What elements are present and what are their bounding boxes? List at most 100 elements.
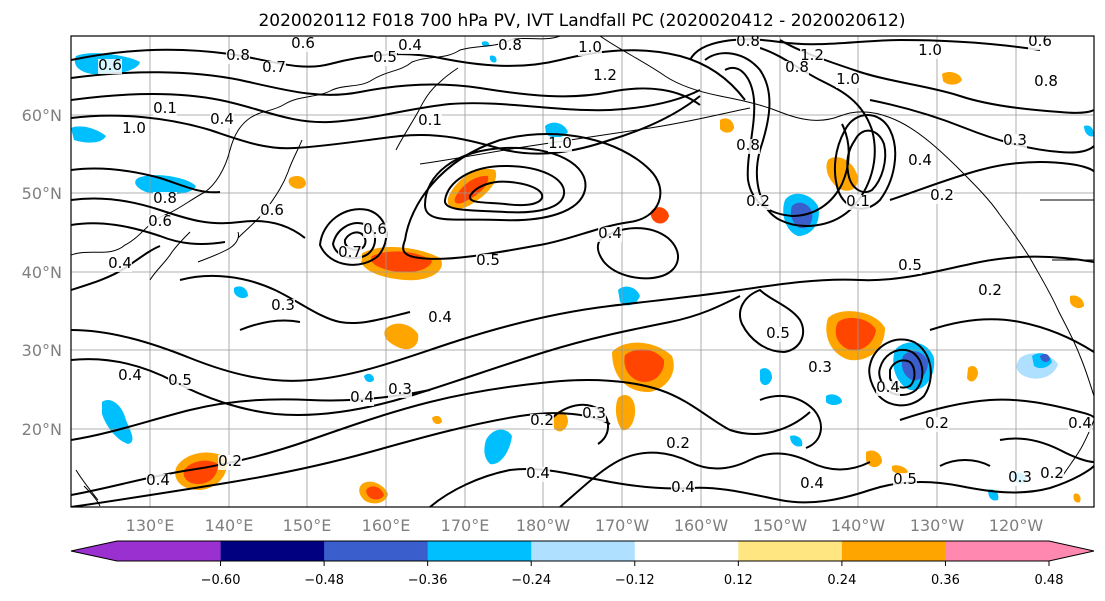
- contour-label-bg: [476, 254, 500, 269]
- lon-label-170w: 170°W: [595, 516, 650, 535]
- contour-label: 0.5: [893, 470, 917, 488]
- contour-label-bg: [1040, 467, 1064, 482]
- contour-label: 0.5: [898, 256, 922, 274]
- colorbar-tick-label: −0.48: [304, 573, 344, 588]
- contour-label-bg: [876, 381, 900, 396]
- contour-label: 0.3: [582, 404, 606, 422]
- pv-contour: [889, 161, 1094, 201]
- positive-anomaly: [384, 323, 419, 350]
- positive-anomaly: [720, 118, 734, 133]
- contour-label: 0.6: [363, 220, 387, 238]
- colorbar-tick-label: −0.36: [408, 573, 448, 588]
- contour-label: 0.3: [271, 296, 295, 314]
- colorbar-segment: [220, 541, 325, 561]
- contour-label: 0.7: [262, 58, 286, 76]
- contour-label-bg: [671, 481, 695, 496]
- contour-label: 0.7: [338, 243, 362, 261]
- contour-label-bg: [925, 417, 949, 432]
- lon-label-160w: 160°W: [674, 516, 729, 535]
- contour-label: 0.8: [736, 32, 760, 50]
- colorbar-segments: [71, 541, 1094, 561]
- contour-label-bg: [898, 259, 922, 274]
- contour-label-bg: [98, 59, 122, 74]
- contour-label: 0.4: [671, 478, 695, 496]
- pv-contour: [71, 197, 306, 239]
- contour-label: 0.4: [108, 254, 132, 272]
- negative-anomaly: [790, 435, 803, 447]
- contour-label-bg: [498, 39, 522, 54]
- positive-anomaly: [942, 72, 962, 85]
- latitude-labels: 60°N 50°N 40°N 30°N 20°N: [22, 106, 62, 439]
- pv-contour: [468, 180, 544, 207]
- contour-label-bg: [118, 369, 142, 384]
- contour-label-bg: [800, 49, 824, 64]
- contour-label-bg: [666, 437, 690, 452]
- pv-contour: [899, 398, 1094, 421]
- contour-label-bg: [918, 44, 942, 59]
- lon-label-180w: 180°W: [516, 516, 571, 535]
- contour-label-bg: [548, 137, 572, 152]
- contour-label-bg: [526, 467, 550, 482]
- contour-label-bg: [122, 122, 146, 137]
- gridlines: [71, 36, 1094, 507]
- coastline-korea: [149, 231, 191, 281]
- lon-label-140e: 140°E: [205, 516, 254, 535]
- contour-label: 0.4: [146, 471, 170, 489]
- contour-label: 0.6: [260, 201, 284, 219]
- contour-label: 0.6: [148, 212, 172, 230]
- colorbar-tick-label: 0.12: [724, 573, 753, 588]
- negative-anomaly: [102, 400, 133, 444]
- contour-label: 0.4: [210, 110, 234, 128]
- pv-contour: [869, 99, 1094, 154]
- contour-label-bg: [766, 327, 790, 342]
- contour-label: 0.4: [428, 308, 452, 326]
- pv-contour: [868, 338, 932, 407]
- contour-label: 0.4: [876, 378, 900, 396]
- lon-label-150e: 150°E: [283, 516, 332, 535]
- map-title: 2020020112 F018 700 hPa PV, IVT Landfall…: [258, 11, 905, 31]
- contour-label: 0.5: [766, 324, 790, 342]
- contour-label-bg: [836, 73, 860, 88]
- contour-label-bg: [908, 154, 932, 169]
- contour-label: 0.2: [530, 411, 554, 429]
- contour-label: 1.0: [918, 41, 942, 59]
- contour-label: 0.3: [1003, 131, 1027, 149]
- contour-label: 0.6: [98, 56, 122, 74]
- pv-contour: [71, 167, 221, 194]
- contour-label-bg: [785, 61, 809, 76]
- positive-anomaly: [624, 349, 665, 382]
- lat-label-30n: 30°N: [22, 341, 62, 360]
- negative-anomaly: [481, 41, 490, 47]
- colorbar-tick-label: 0.48: [1035, 573, 1064, 588]
- contour-label-bg: [598, 227, 622, 242]
- pv-contour: [779, 39, 1094, 114]
- colorbar-tick-label: 0.36: [931, 573, 960, 588]
- contour-label: 0.1: [153, 99, 177, 117]
- contour-label-bg: [153, 192, 177, 207]
- colorbar-segment: [738, 541, 843, 561]
- positive-anomaly: [432, 415, 442, 425]
- contour-label: 1.0: [548, 134, 572, 152]
- pv-contour: [179, 274, 411, 325]
- colorbar-extension-high: [945, 541, 1094, 561]
- colorbar-tick-label: −0.12: [615, 573, 655, 588]
- lon-label-170e: 170°E: [441, 516, 490, 535]
- contour-label: 1.0: [122, 119, 146, 137]
- coastline-philippines: [75, 469, 101, 507]
- contour-label: 0.6: [291, 34, 315, 52]
- shading-layer: [71, 41, 1094, 504]
- contour-label-bg: [418, 114, 442, 129]
- positive-anomaly: [1070, 295, 1084, 309]
- contour-label-bg: [350, 391, 374, 406]
- lat-label-60n: 60°N: [22, 106, 62, 125]
- contour-label-bg: [398, 39, 422, 54]
- contour-label: 0.8: [1034, 72, 1058, 90]
- positive-anomaly: [835, 317, 876, 351]
- pv-contour: [739, 289, 805, 353]
- contour-label: 1.2: [593, 66, 617, 84]
- contour-label: 0.2: [666, 434, 690, 452]
- contour-label-bg: [168, 374, 192, 389]
- contour-label-bg: [338, 246, 362, 261]
- lon-label-160e: 160°E: [362, 516, 411, 535]
- contour-label: 0.3: [388, 380, 412, 398]
